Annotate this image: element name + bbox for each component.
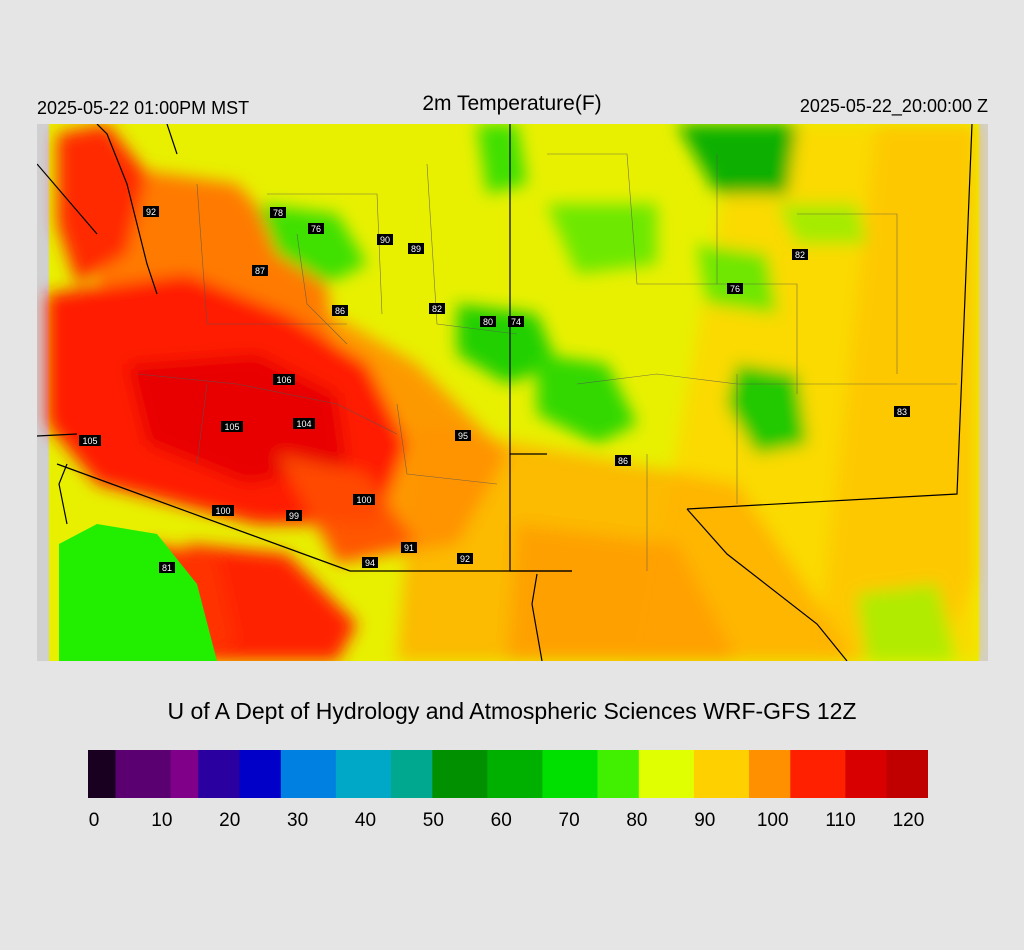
- station-label: 100: [353, 494, 375, 505]
- svg-text:105: 105: [224, 422, 239, 432]
- station-label: 91: [401, 542, 417, 553]
- station-label: 86: [615, 455, 631, 466]
- svg-text:94: 94: [365, 558, 375, 568]
- colorbar-tick-label: 60: [490, 810, 512, 831]
- station-label: 82: [429, 303, 445, 314]
- svg-text:83: 83: [897, 407, 907, 417]
- station-label: 83: [894, 406, 910, 417]
- colorbar-segment: [115, 750, 172, 798]
- colorbar-segment: [542, 750, 598, 798]
- svg-text:105: 105: [82, 436, 97, 446]
- station-label: 92: [457, 553, 473, 564]
- station-label: 78: [270, 207, 286, 218]
- colorbar-segment: [280, 750, 337, 798]
- svg-text:106: 106: [276, 375, 291, 385]
- colorbar-tick-label: 110: [825, 810, 856, 831]
- svg-text:100: 100: [356, 495, 371, 505]
- colorbar-tick-label: 20: [219, 810, 241, 831]
- station-label: 80: [480, 316, 496, 327]
- station-label: 92: [143, 206, 159, 217]
- station-label: 87: [252, 265, 268, 276]
- svg-text:82: 82: [795, 250, 805, 260]
- station-label: 82: [792, 249, 808, 260]
- station-label: 99: [286, 510, 302, 521]
- colorbar-tick-label: 100: [756, 810, 789, 831]
- station-label: 106: [273, 374, 295, 385]
- svg-text:76: 76: [311, 224, 321, 234]
- colorbar-segment: [845, 750, 888, 798]
- colorbar-segment: [790, 750, 846, 798]
- svg-text:81: 81: [162, 563, 172, 573]
- station-label: 90: [377, 234, 393, 245]
- svg-text:86: 86: [618, 456, 628, 466]
- station-label: 76: [308, 223, 324, 234]
- station-label: 94: [362, 557, 378, 568]
- station-label: 89: [408, 243, 424, 254]
- svg-text:92: 92: [460, 554, 470, 564]
- svg-text:82: 82: [432, 304, 442, 314]
- colorbar-segment: [239, 750, 282, 798]
- colorbar-segment: [170, 750, 199, 798]
- colorbar-tick-label: 90: [694, 810, 716, 831]
- colorbar-segment: [597, 750, 640, 798]
- station-label: 86: [332, 305, 348, 316]
- svg-text:100: 100: [215, 506, 230, 516]
- colorbar-segment: [886, 750, 928, 798]
- station-label: 81: [159, 562, 175, 573]
- colorbar-tick-label: 30: [287, 810, 309, 831]
- colorbar-tick-label: 40: [354, 810, 377, 831]
- valid-time-local: 2025-05-22 01:00PM MST: [37, 98, 250, 118]
- svg-text:99: 99: [289, 511, 299, 521]
- station-label: 105: [79, 435, 101, 446]
- colorbar-segment: [487, 750, 543, 798]
- colorbar-segment: [335, 750, 392, 798]
- colorbar-tick-label: 10: [151, 810, 173, 831]
- colorbar-segment: [693, 750, 750, 798]
- boundaries: [37, 124, 973, 661]
- credit-line: U of A Dept of Hydrology and Atmospheric…: [167, 698, 857, 724]
- map-title: 2m Temperature(F): [422, 92, 602, 115]
- colorbar-tick-label: 50: [422, 810, 444, 831]
- station-label: 95: [455, 430, 471, 441]
- county-lines: [136, 153, 957, 571]
- colorbar-segment: [749, 750, 791, 798]
- svg-text:87: 87: [255, 266, 265, 276]
- svg-text:76: 76: [730, 284, 740, 294]
- colorbar-tick-label: 80: [626, 810, 648, 831]
- colorbar-segment: [638, 750, 695, 798]
- svg-text:90: 90: [380, 235, 390, 245]
- colorbar-segment: [88, 750, 116, 798]
- station-label: 104: [293, 418, 315, 429]
- temperature-shading: [47, 124, 977, 661]
- valid-time-utc: 2025-05-22_20:00:00 Z: [799, 96, 988, 116]
- colorbar-segment: [198, 750, 240, 798]
- station-labels: 92 78 76 90 89 87 86 82 80 74 82 76 106 …: [79, 206, 910, 573]
- svg-text:86: 86: [335, 306, 345, 316]
- colorbar-tick-label: 70: [558, 810, 580, 831]
- svg-text:74: 74: [511, 317, 521, 327]
- colorbar-segment: [391, 750, 433, 798]
- station-label: 76: [727, 283, 743, 294]
- station-label: 74: [508, 316, 524, 327]
- svg-text:91: 91: [404, 543, 414, 553]
- svg-text:92: 92: [146, 207, 156, 217]
- temperature-colorbar: [88, 750, 928, 798]
- temperature-map: 92 78 76 90 89 87 86 82 80 74 82 76 106 …: [37, 124, 988, 661]
- cool-region: [59, 524, 217, 661]
- svg-text:89: 89: [411, 244, 421, 254]
- svg-text:80: 80: [483, 317, 493, 327]
- colorbar-segment: [432, 750, 488, 798]
- colorbar-tick-label: 0: [88, 810, 100, 831]
- station-label: 105: [221, 421, 243, 432]
- svg-text:104: 104: [296, 419, 311, 429]
- colorbar-tick-label: 120: [892, 810, 925, 831]
- svg-text:78: 78: [273, 208, 283, 218]
- svg-text:95: 95: [458, 431, 468, 441]
- station-label: 100: [212, 505, 234, 516]
